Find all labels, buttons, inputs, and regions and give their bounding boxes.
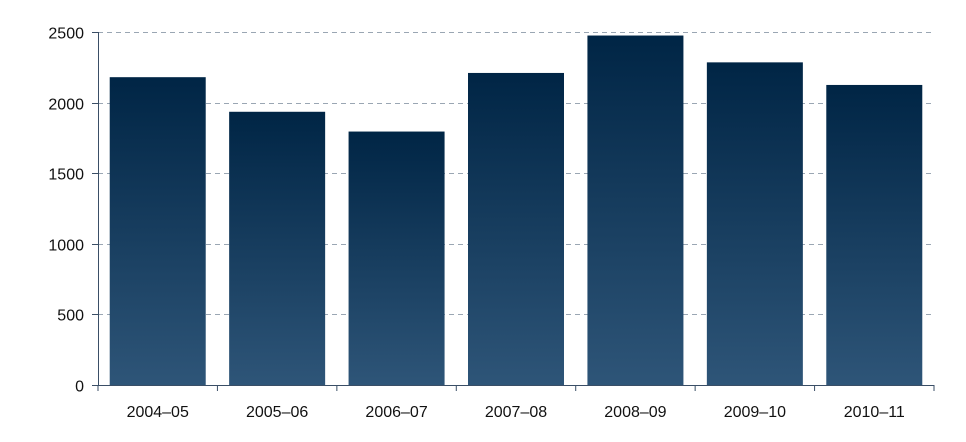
bar-2008–09 bbox=[587, 35, 684, 385]
x-tick-label: 2006–07 bbox=[365, 404, 427, 421]
y-tick-label: 2500 bbox=[48, 26, 84, 43]
y-tick-label: 1000 bbox=[48, 238, 84, 255]
bar-2007–08 bbox=[468, 72, 564, 385]
bar-2006–07 bbox=[348, 131, 445, 385]
x-tick-label: 2004–05 bbox=[127, 404, 189, 421]
bar-2010–11 bbox=[826, 84, 923, 385]
axes bbox=[92, 32, 935, 391]
y-tick-label: 0 bbox=[75, 379, 84, 396]
tick-labels: 0 500 1000 1500 2000 2500 2004–05 2005–06 2006–0… bbox=[48, 26, 905, 422]
x-tick-label: 2007–08 bbox=[485, 404, 547, 421]
y-tick-label: 1500 bbox=[48, 167, 84, 184]
bars bbox=[109, 35, 923, 386]
bar-2004–05 bbox=[109, 77, 206, 386]
x-tick-label: 2010–11 bbox=[844, 404, 905, 421]
y-tick-label: 500 bbox=[57, 308, 84, 325]
x-tick-label: 2005–06 bbox=[246, 404, 308, 421]
y-tick-label: 2000 bbox=[48, 97, 84, 114]
x-tick-label: 2009–10 bbox=[724, 404, 786, 421]
bar-2009–10 bbox=[706, 62, 803, 385]
bar-2005–06 bbox=[229, 111, 326, 385]
x-tick-label: 2008–09 bbox=[604, 404, 666, 421]
